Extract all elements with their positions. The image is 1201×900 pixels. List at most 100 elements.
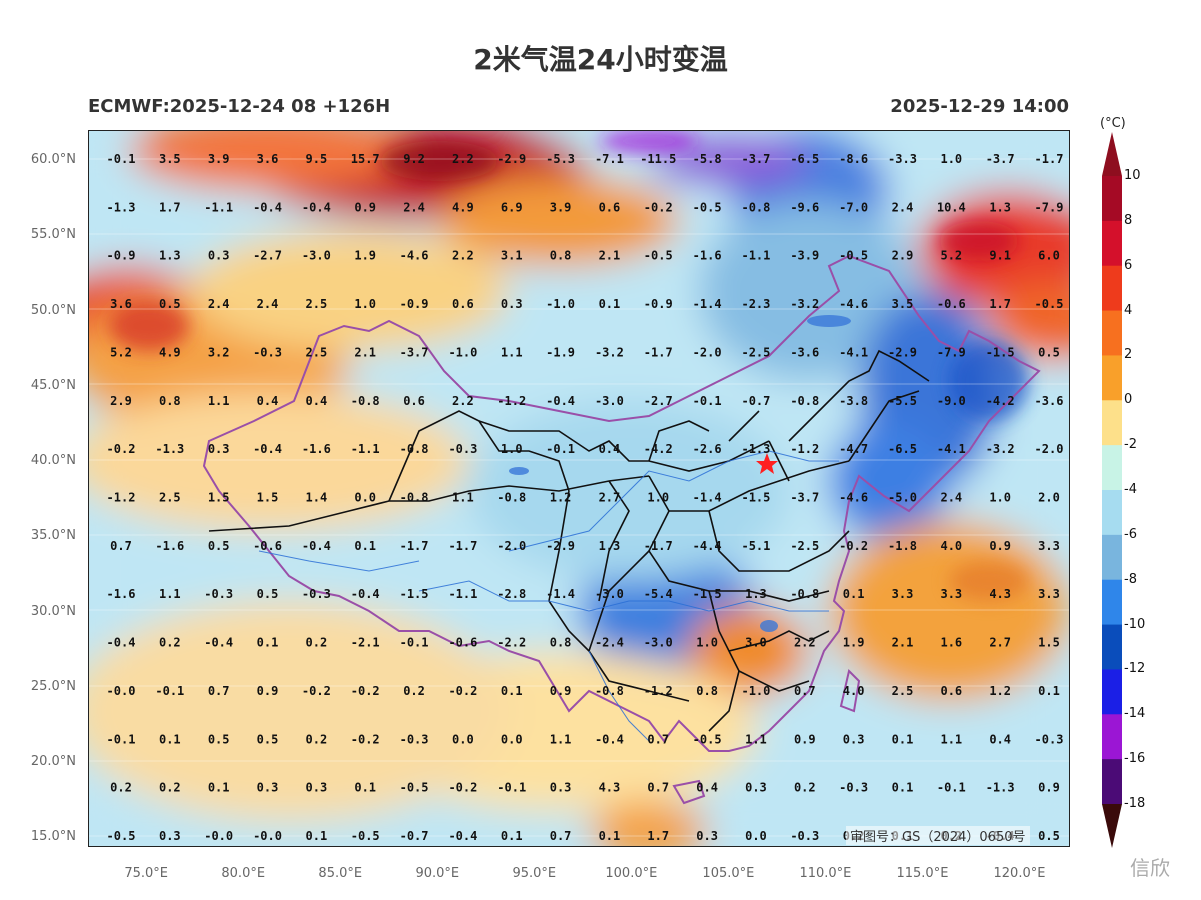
grid-value: 1.4 xyxy=(306,491,328,505)
grid-value: 3.5 xyxy=(892,297,914,311)
grid-value: 0.6 xyxy=(452,297,474,311)
grid-value: -3.0 xyxy=(595,394,624,408)
grid-value: 9.1 xyxy=(989,249,1011,263)
grid-value: -0.2 xyxy=(302,684,331,698)
grid-value: 3.3 xyxy=(1038,539,1060,553)
grid-value: 2.2 xyxy=(452,249,474,263)
grid-value: 1.9 xyxy=(354,249,376,263)
grid-value: 0.3 xyxy=(745,781,767,795)
grid-value: -1.7 xyxy=(400,539,429,553)
grid-value: -9.0 xyxy=(937,394,966,408)
grid-value: 0.2 xyxy=(110,781,132,795)
grid-value: 2.2 xyxy=(452,394,474,408)
grid-value: -1.3 xyxy=(741,442,770,456)
grid-value: -0.4 xyxy=(351,587,380,601)
grid-value: 0.0 xyxy=(354,491,376,505)
grid-value: -3.6 xyxy=(1035,394,1064,408)
grid-value: -3.7 xyxy=(986,152,1015,166)
grid-value: -0.2 xyxy=(351,732,380,746)
grid-value: 0.9 xyxy=(550,684,572,698)
grid-value: -8.6 xyxy=(839,152,868,166)
grid-value: -2.6 xyxy=(693,442,722,456)
grid-value: -1.7 xyxy=(448,539,477,553)
grid-value: -2.3 xyxy=(741,297,770,311)
grid-value: -1.8 xyxy=(888,539,917,553)
grid-value: -0.5 xyxy=(693,732,722,746)
grid-value: -0.1 xyxy=(693,394,722,408)
grid-value: -0.4 xyxy=(302,200,331,214)
grid-value: 0.1 xyxy=(257,636,279,650)
grid-value: 2.5 xyxy=(306,345,328,359)
grid-value: -4.2 xyxy=(986,394,1015,408)
grid-value: -0.8 xyxy=(497,491,526,505)
grid-value: -4.6 xyxy=(400,249,429,263)
colorbar-segment xyxy=(1102,490,1122,536)
valid-time-label: 2025-12-29 14:00 xyxy=(890,96,1069,117)
grid-value: 2.0 xyxy=(1038,491,1060,505)
grid-value: -0.2 xyxy=(448,781,477,795)
grid-value: -0.8 xyxy=(400,442,429,456)
colorbar-segment xyxy=(1102,355,1122,401)
grid-value: 0.1 xyxy=(159,732,181,746)
grid-value: 3.6 xyxy=(110,297,132,311)
grid-value: -1.9 xyxy=(546,345,575,359)
grid-value: 0.1 xyxy=(501,684,523,698)
grid-value: -1.5 xyxy=(741,491,770,505)
grid-value: 3.1 xyxy=(501,249,523,263)
grid-value: -0.4 xyxy=(595,732,624,746)
grid-value: -0.4 xyxy=(204,636,233,650)
grid-value: 1.0 xyxy=(696,636,718,650)
grid-value: -0.8 xyxy=(351,394,380,408)
grid-value: 2.4 xyxy=(403,200,425,214)
grid-value: -1.2 xyxy=(644,684,673,698)
taiwan-outline xyxy=(839,669,861,713)
grid-value: 3.2 xyxy=(208,345,230,359)
grid-value: 0.9 xyxy=(989,539,1011,553)
grid-value: -3.9 xyxy=(790,249,819,263)
latitude-label: 50.0°N xyxy=(30,302,76,318)
grid-value: -3.0 xyxy=(595,587,624,601)
grid-value: 1.1 xyxy=(208,394,230,408)
grid-value: 0.5 xyxy=(159,297,181,311)
grid-value: 0.1 xyxy=(1038,684,1060,698)
grid-value: 1.0 xyxy=(940,152,962,166)
grid-value: -0.2 xyxy=(839,539,868,553)
grid-value: -1.2 xyxy=(497,394,526,408)
grid-value: -1.0 xyxy=(546,297,575,311)
grid-value: -5.3 xyxy=(546,152,575,166)
grid-value: 6.0 xyxy=(1038,249,1060,263)
grid-value: -1.5 xyxy=(693,587,722,601)
grid-value: 3.0 xyxy=(745,636,767,650)
grid-value: -4.1 xyxy=(839,345,868,359)
grid-value: 0.7 xyxy=(647,732,669,746)
grid-value: 2.1 xyxy=(892,636,914,650)
grid-value: -9.6 xyxy=(790,200,819,214)
grid-value: 0.4 xyxy=(306,394,328,408)
colorbar-segment xyxy=(1102,176,1122,222)
grid-value: -0.0 xyxy=(107,684,136,698)
grid-value: 2.7 xyxy=(989,636,1011,650)
grid-value: 0.3 xyxy=(159,829,181,843)
grid-value: -4.1 xyxy=(937,442,966,456)
grid-value: -1.5 xyxy=(400,587,429,601)
grid-value: 2.1 xyxy=(599,249,621,263)
watermark: 信欣 xyxy=(1130,856,1170,880)
grid-value: 0.6 xyxy=(403,394,425,408)
grid-value: 3.6 xyxy=(257,152,279,166)
grid-value: 0.6 xyxy=(599,200,621,214)
grid-value: -0.5 xyxy=(1035,297,1064,311)
grid-value: 0.3 xyxy=(208,249,230,263)
grid-value: -7.1 xyxy=(595,152,624,166)
grid-value: 0.7 xyxy=(110,539,132,553)
temperature-change-map[interactable]: -0.1 3.5 3.9 3.6 9.5 15.7 9.2 2.2 -2.9 -5.3 -7.1 -1… xyxy=(88,130,1070,847)
grid-value: 0.1 xyxy=(354,781,376,795)
grid-value: -1.1 xyxy=(351,442,380,456)
grid-value: -2.5 xyxy=(741,345,770,359)
grid-value: -0.4 xyxy=(448,829,477,843)
colorbar-segment xyxy=(1102,400,1122,446)
grid-value: -3.7 xyxy=(790,491,819,505)
colorbar-label: -4 xyxy=(1124,482,1137,497)
longitude-label: 100.0°E xyxy=(605,866,658,881)
grid-value: 0.5 xyxy=(257,587,279,601)
grid-value: -3.7 xyxy=(741,152,770,166)
